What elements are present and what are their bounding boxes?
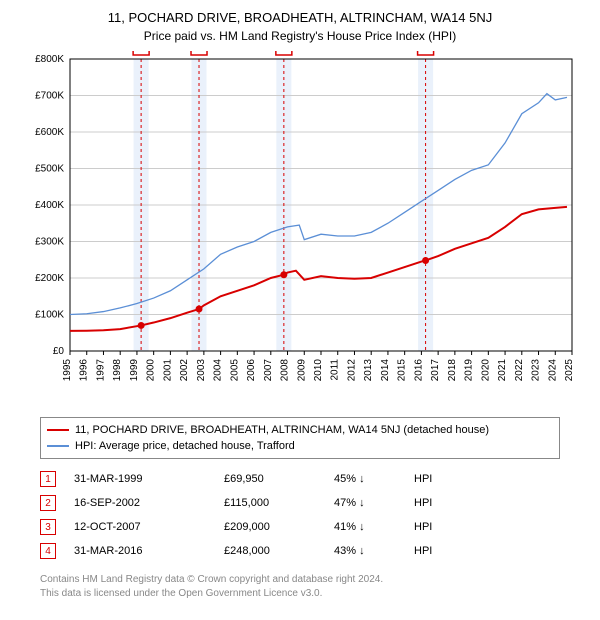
svg-text:£100K: £100K (35, 310, 64, 321)
svg-text:2003: 2003 (196, 359, 207, 382)
svg-text:2019: 2019 (464, 359, 475, 382)
legend-swatch (47, 429, 69, 431)
svg-text:£400K: £400K (35, 200, 64, 211)
sale-rel: HPI (414, 545, 432, 557)
svg-text:2000: 2000 (146, 359, 157, 382)
svg-text:£600K: £600K (35, 127, 64, 138)
price-chart: £0 £100K £200K £300K £400K £500K £600K £700K £80… (20, 51, 580, 411)
footer-line-2: This data is licensed under the Open Gov… (40, 587, 560, 601)
svg-text:2015: 2015 (397, 359, 408, 382)
svg-text:2007: 2007 (263, 359, 274, 382)
sale-rel: HPI (414, 497, 432, 509)
svg-text:2014: 2014 (380, 359, 391, 382)
sale-pct: 47% ↓ (334, 497, 414, 509)
svg-text:1998: 1998 (112, 359, 123, 382)
legend-label: HPI: Average price, detached house, Traf… (75, 440, 295, 452)
sale-row: 1 31-MAR-1999£69,95045% ↓HPI (40, 467, 560, 491)
sale-pct: 41% ↓ (334, 521, 414, 533)
svg-text:2008: 2008 (280, 359, 291, 382)
svg-text:2018: 2018 (447, 359, 458, 382)
footer-attribution: Contains HM Land Registry data © Crown c… (40, 573, 560, 600)
sale-date: 31-MAR-2016 (74, 545, 224, 557)
chart-card: 11, POCHARD DRIVE, BROADHEATH, ALTRINCHA… (0, 0, 600, 612)
sale-date: 31-MAR-1999 (74, 473, 224, 485)
svg-text:£800K: £800K (35, 54, 64, 65)
sale-row: 4 31-MAR-2016£248,00043% ↓HPI (40, 539, 560, 563)
svg-text:2024: 2024 (547, 359, 558, 382)
svg-text:£500K: £500K (35, 164, 64, 175)
legend-item: HPI: Average price, detached house, Traf… (47, 438, 553, 454)
footer-line-1: Contains HM Land Registry data © Crown c… (40, 573, 560, 587)
svg-text:2010: 2010 (313, 359, 324, 382)
svg-text:2011: 2011 (330, 359, 341, 381)
sale-price: £69,950 (224, 473, 334, 485)
legend: 11, POCHARD DRIVE, BROADHEATH, ALTRINCHA… (40, 417, 560, 459)
sale-marker-icon: 4 (40, 543, 56, 559)
svg-text:£200K: £200K (35, 273, 64, 284)
sale-marker-icon: 1 (40, 471, 56, 487)
sale-marker-icon: 3 (40, 519, 56, 535)
svg-text:2021: 2021 (497, 359, 508, 382)
legend-swatch (47, 445, 69, 446)
chart-area: £0 £100K £200K £300K £400K £500K £600K £700K £80… (20, 51, 580, 411)
svg-text:2025: 2025 (564, 359, 575, 382)
legend-item: 11, POCHARD DRIVE, BROADHEATH, ALTRINCHA… (47, 422, 553, 438)
sale-pct: 43% ↓ (334, 545, 414, 557)
sale-price: £248,000 (224, 545, 334, 557)
svg-text:2023: 2023 (531, 359, 542, 382)
svg-text:3: 3 (281, 51, 287, 54)
sale-marker-icon: 2 (40, 495, 56, 511)
svg-text:£300K: £300K (35, 237, 64, 248)
sales-table: 131-MAR-1999£69,95045% ↓HPI216-SEP-2002£… (40, 467, 560, 563)
svg-text:2001: 2001 (162, 359, 173, 382)
svg-text:2013: 2013 (363, 359, 374, 382)
svg-text:2016: 2016 (413, 359, 424, 382)
svg-text:2017: 2017 (430, 359, 441, 382)
svg-text:2005: 2005 (229, 359, 240, 382)
svg-text:2012: 2012 (346, 359, 357, 382)
svg-text:2009: 2009 (296, 359, 307, 382)
svg-text:£700K: £700K (35, 91, 64, 102)
legend-label: 11, POCHARD DRIVE, BROADHEATH, ALTRINCHA… (75, 424, 489, 436)
sale-price: £115,000 (224, 497, 334, 509)
sale-row: 2 16-SEP-2002£115,00047% ↓HPI (40, 491, 560, 515)
sale-date: 12-OCT-2007 (74, 521, 224, 533)
svg-text:2: 2 (196, 51, 202, 54)
svg-text:1995: 1995 (62, 359, 73, 382)
sale-rel: HPI (414, 521, 432, 533)
sale-price: £209,000 (224, 521, 334, 533)
sale-rel: HPI (414, 473, 432, 485)
sale-pct: 45% ↓ (334, 473, 414, 485)
sale-row: 3 12-OCT-2007£209,00041% ↓HPI (40, 515, 560, 539)
sale-date: 16-SEP-2002 (74, 497, 224, 509)
svg-text:1996: 1996 (79, 359, 90, 382)
chart-title: 11, POCHARD DRIVE, BROADHEATH, ALTRINCHA… (0, 10, 600, 25)
svg-text:1: 1 (138, 51, 144, 54)
svg-text:4: 4 (423, 51, 429, 54)
svg-text:2006: 2006 (246, 359, 257, 382)
svg-text:2002: 2002 (179, 359, 190, 382)
chart-subtitle: Price paid vs. HM Land Registry's House … (0, 29, 600, 43)
svg-text:2020: 2020 (480, 359, 491, 382)
svg-text:2004: 2004 (213, 359, 224, 382)
svg-text:1999: 1999 (129, 359, 140, 382)
svg-text:1997: 1997 (95, 359, 106, 382)
svg-text:2022: 2022 (514, 359, 525, 382)
svg-text:£0: £0 (53, 346, 65, 357)
